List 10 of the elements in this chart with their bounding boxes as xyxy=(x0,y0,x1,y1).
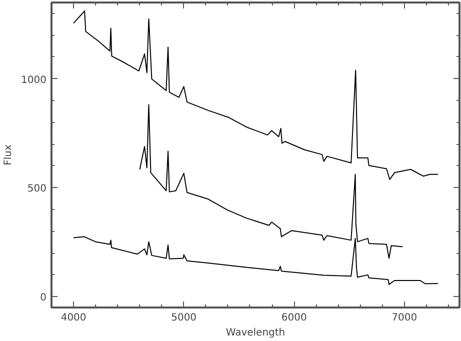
y-tick-label: 0 xyxy=(40,292,47,304)
x-tick-label: 5000 xyxy=(171,312,197,324)
x-axis-title: Wavelength xyxy=(226,328,286,338)
y-tick-label: 500 xyxy=(27,184,47,195)
x-tick-label: 4000 xyxy=(60,312,86,324)
y-axis-title: Flux xyxy=(3,144,14,166)
line-series xyxy=(73,10,438,180)
x-tick-label: 6000 xyxy=(281,312,307,324)
x-tick-label: 7000 xyxy=(392,312,418,324)
y-tick-label: 1000 xyxy=(21,74,47,86)
